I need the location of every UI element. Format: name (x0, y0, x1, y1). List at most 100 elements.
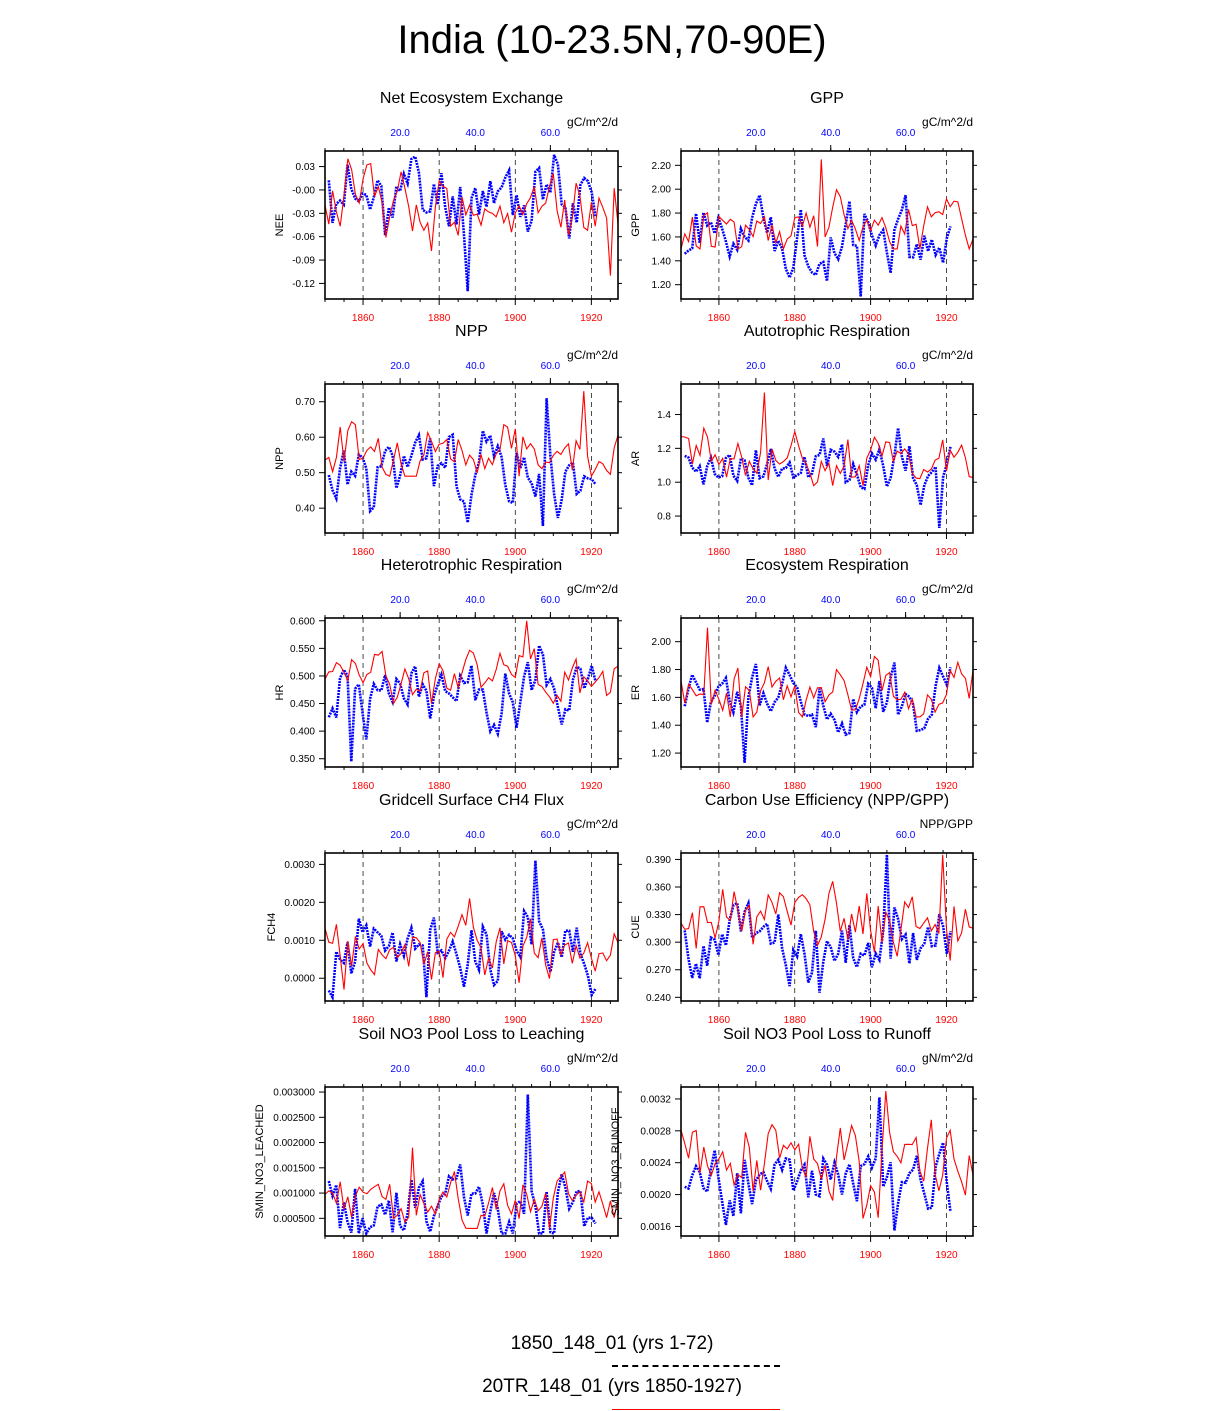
panel-6: Ecosystem Respiration gC/m^2/d 1860 1880 190… (630, 557, 977, 792)
plot-frame (680, 1086, 974, 1237)
y-tick-label: 0.300 (646, 938, 671, 949)
units-label: NPP/GPP (920, 817, 973, 831)
y-tick-label: 0.002000 (273, 1138, 315, 1149)
top-tick-label: 60.0 (896, 1064, 916, 1075)
legend-label-control: 1850_148_01 (yrs 1-72) (510, 1333, 714, 1354)
plot-frame (324, 383, 619, 534)
top-tick-label: 60.0 (541, 830, 561, 841)
y-tick-label: 0.001500 (273, 1163, 315, 1174)
y-tick-label: 0.240 (646, 993, 671, 1004)
x-tick-label: 1860 (708, 1250, 731, 1261)
top-tick-label: 20.0 (746, 1064, 766, 1075)
plot-frame (680, 852, 974, 1002)
x-tick-label: 1880 (784, 781, 807, 792)
x-tick-label: 1880 (428, 1015, 451, 1026)
y-tick-label: 0.0016 (640, 1222, 671, 1233)
y-axis-label: CUE (630, 915, 642, 938)
y-tick-label: 0.400 (290, 727, 315, 738)
units-label: gC/m^2/d (567, 348, 618, 362)
series-control-line (683, 662, 952, 763)
top-tick-label: 40.0 (466, 128, 486, 139)
top-tick-label: 60.0 (541, 128, 561, 139)
top-tick-label: 40.0 (466, 361, 486, 372)
y-tick-label: 1.0 (657, 478, 671, 489)
y-axis-label: ER (630, 685, 642, 700)
series-control-line (327, 154, 597, 292)
x-tick-label: 1920 (580, 1250, 603, 1261)
y-tick-label: 1.2 (657, 444, 671, 455)
legend-label-experiment: 20TR_148_01 (yrs 1850-1927) (482, 1376, 742, 1397)
panel-title: Gridcell Surface CH4 Flux (379, 792, 564, 809)
plot-frame (680, 150, 974, 300)
y-tick-label: 0.0020 (284, 898, 315, 909)
series-experiment-line (325, 620, 618, 706)
x-tick-label: 1920 (935, 781, 958, 792)
y-tick-label: 0.360 (646, 883, 671, 894)
top-tick-label: 20.0 (390, 830, 410, 841)
y-tick-label: 0.450 (290, 699, 315, 710)
series-control-line (327, 860, 597, 1001)
y-tick-label: 0.390 (646, 855, 671, 866)
x-tick-label: 1880 (784, 1015, 807, 1026)
y-tick-label: -0.03 (292, 209, 315, 220)
series-experiment-line (325, 1147, 618, 1229)
y-tick-label: -0.09 (292, 256, 315, 267)
x-tick-label: 1920 (935, 1250, 958, 1261)
series-control-line (327, 398, 597, 526)
y-tick-label: 0.0028 (640, 1126, 671, 1137)
x-tick-label: 1860 (352, 1015, 375, 1026)
top-tick-label: 20.0 (390, 595, 410, 606)
panel-8: Carbon Use Efficiency (NPP/GPP) NPP/GPP 18… (630, 792, 977, 1026)
y-tick-label: 0.50 (296, 468, 316, 479)
y-axis-label: HR (274, 685, 286, 701)
top-tick-label: 40.0 (466, 595, 486, 606)
y-tick-label: 1.60 (652, 232, 672, 243)
x-tick-label: 1860 (352, 1250, 375, 1261)
y-tick-label: 0.8 (657, 512, 671, 523)
y-tick-label: 0.0024 (640, 1158, 671, 1169)
series-experiment-line (681, 392, 973, 487)
units-label: gN/m^2/d (922, 1051, 973, 1065)
y-tick-label: 1.40 (652, 721, 672, 732)
y-tick-label: 2.00 (652, 637, 672, 648)
x-tick-label: 1860 (708, 313, 731, 324)
y-tick-label: 1.20 (652, 280, 672, 291)
panel-title: GPP (810, 90, 844, 107)
y-tick-label: 0.03 (296, 162, 316, 173)
panel-title: Heterotrophic Respiration (381, 557, 562, 574)
x-tick-label: 1880 (784, 547, 807, 558)
y-tick-label: 0.001000 (273, 1189, 315, 1200)
x-tick-label: 1860 (352, 781, 375, 792)
y-tick-label: -0.00 (292, 185, 315, 196)
panel-title: Autotrophic Respiration (744, 323, 910, 340)
x-tick-label: 1900 (504, 1015, 527, 1026)
x-tick-label: 1880 (784, 313, 807, 324)
top-tick-label: 60.0 (541, 595, 561, 606)
units-label: gN/m^2/d (567, 1051, 618, 1065)
y-tick-label: 0.0010 (284, 936, 315, 947)
top-tick-label: 20.0 (746, 128, 766, 139)
y-tick-label: 2.20 (652, 161, 672, 172)
y-tick-label: 1.20 (652, 749, 672, 760)
panel-1: Net Ecosystem Exchange gC/m^2/d 1860 1880 19… (274, 90, 622, 324)
plot-frame (680, 383, 974, 534)
x-tick-label: 1900 (504, 781, 527, 792)
y-tick-label: 1.80 (652, 665, 672, 676)
series-control-line (327, 640, 597, 762)
top-tick-label: 60.0 (896, 830, 916, 841)
y-tick-label: 0.330 (646, 910, 671, 921)
y-tick-label: 2.00 (652, 185, 672, 196)
top-tick-label: 20.0 (746, 830, 766, 841)
x-tick-label: 1900 (504, 313, 527, 324)
units-label: gC/m^2/d (922, 115, 973, 129)
top-tick-label: 60.0 (896, 128, 916, 139)
panel-10: Soil NO3 Pool Loss to Runoff gN/m^2/d 1860… (610, 1026, 977, 1261)
y-tick-label: 0.002500 (273, 1113, 315, 1124)
series-experiment-line (681, 159, 973, 251)
top-tick-label: 40.0 (466, 830, 486, 841)
y-tick-label: 1.60 (652, 693, 672, 704)
y-axis-label: SMIN_NO3_RUNOFF (610, 1107, 622, 1215)
y-tick-label: 0.0000 (284, 974, 315, 985)
x-tick-label: 1860 (708, 781, 731, 792)
